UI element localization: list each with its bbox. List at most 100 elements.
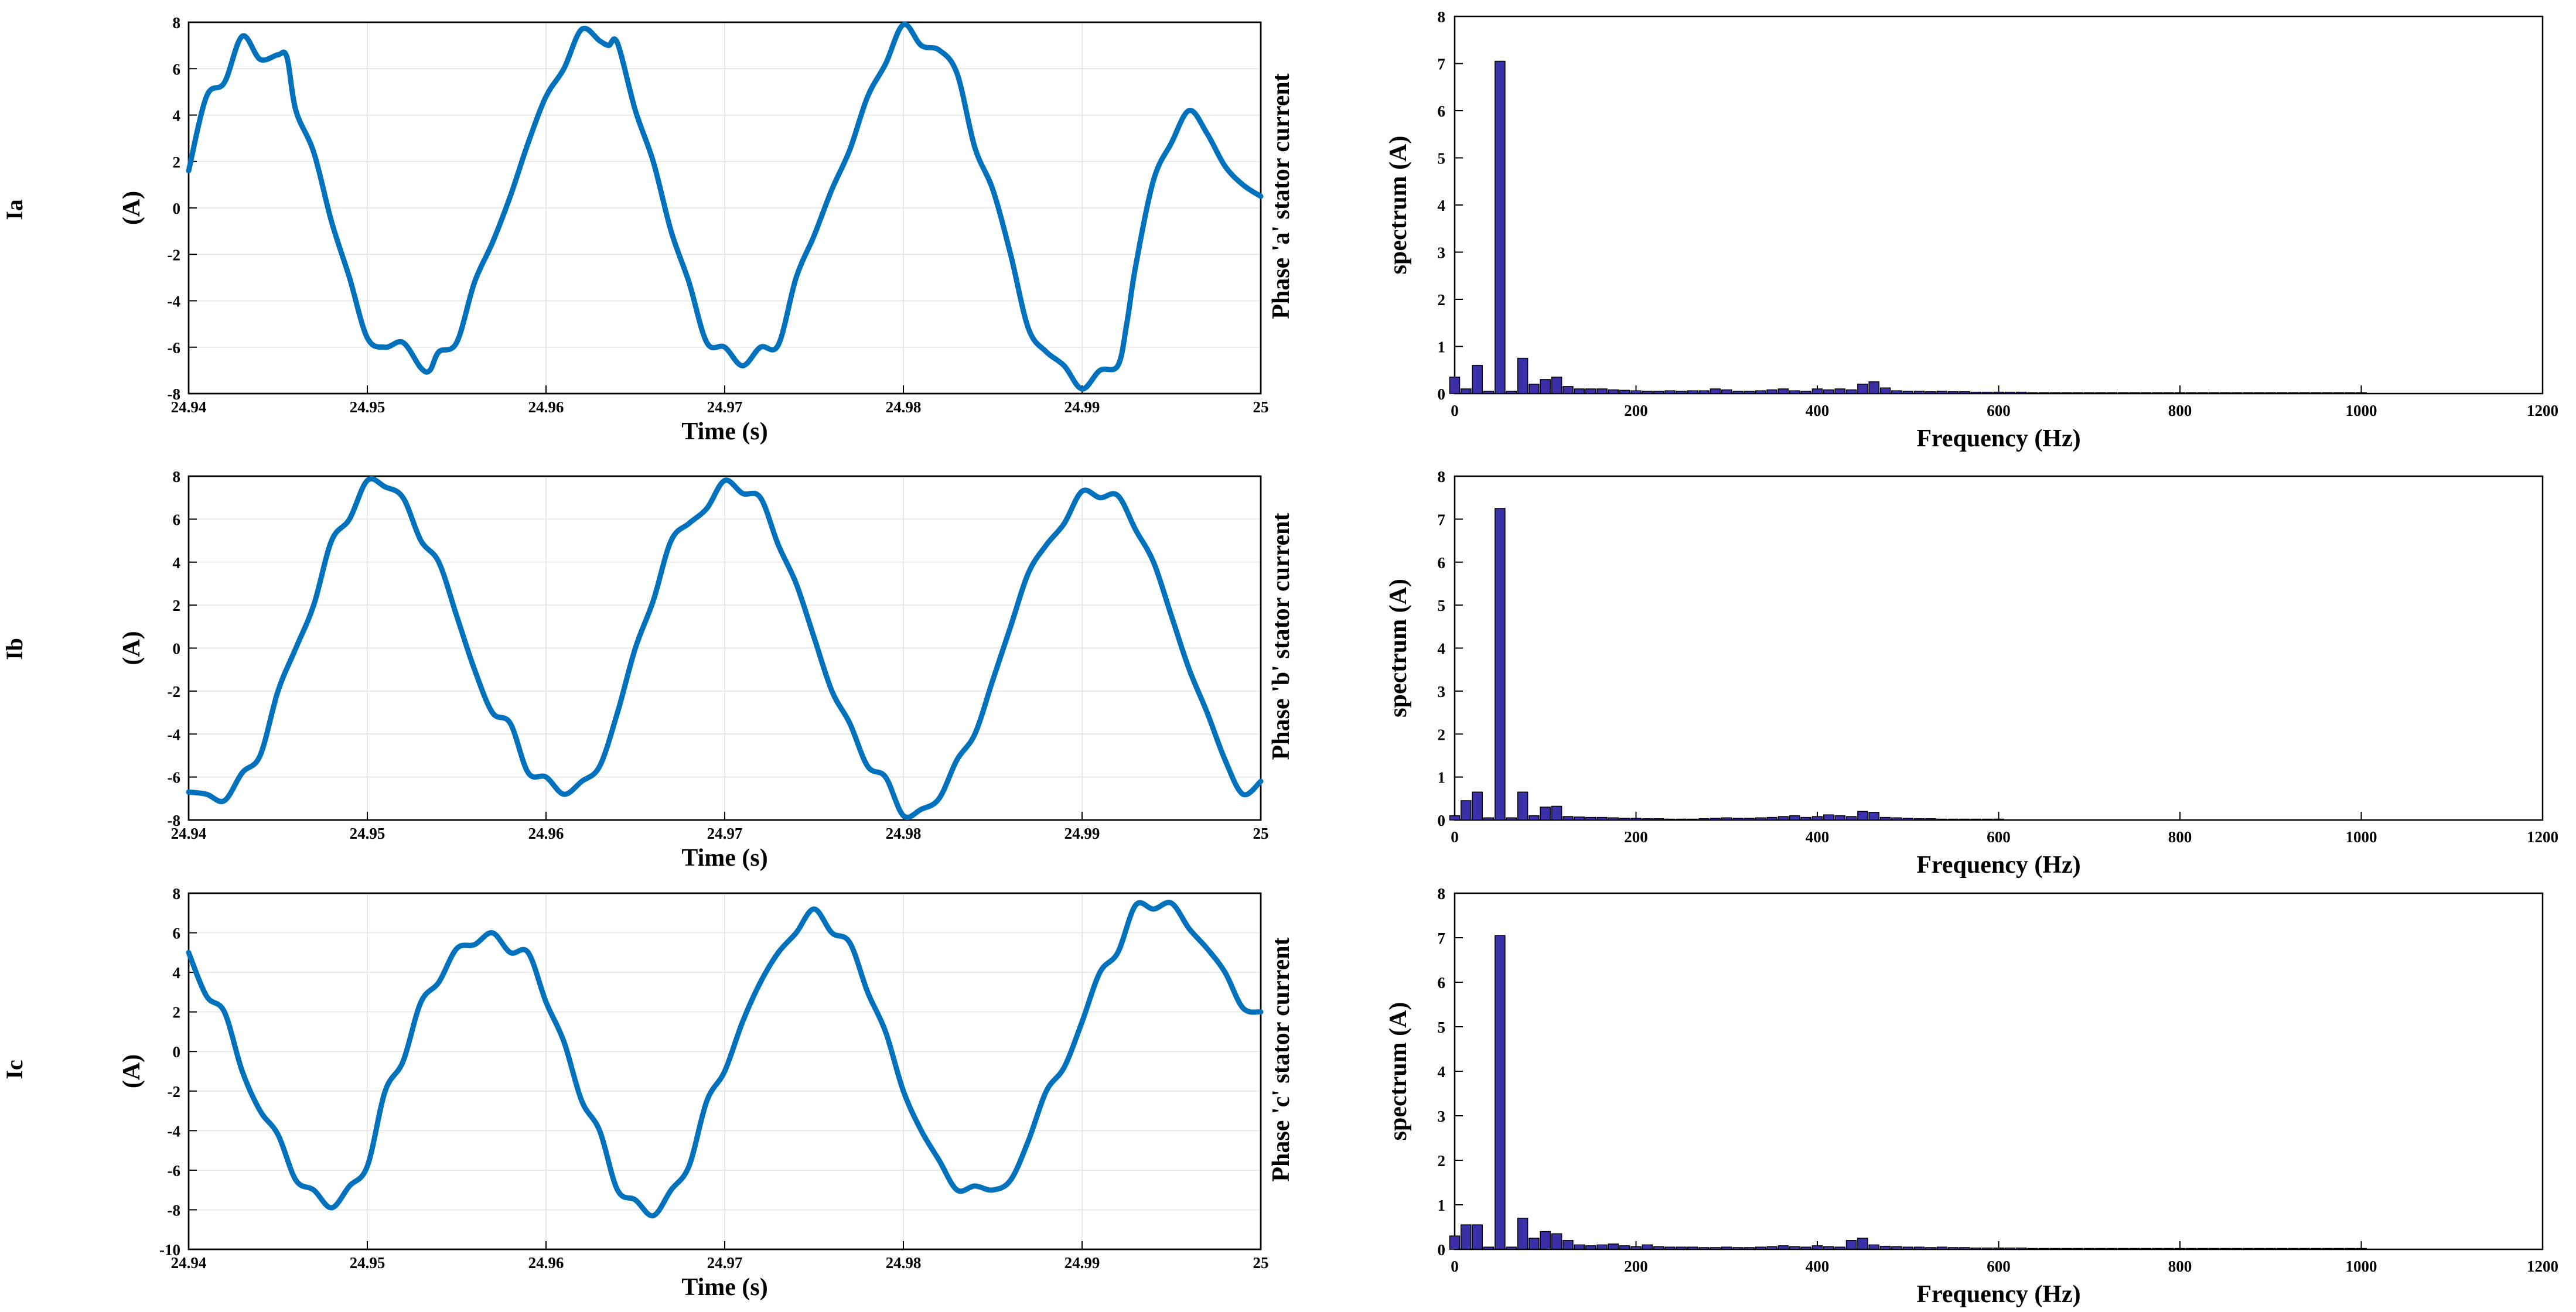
plot-frame — [187, 21, 1262, 395]
spectrum-bar — [1517, 357, 1528, 394]
x-tick-label: 24.97 — [707, 1254, 743, 1272]
spectrum-bar — [1574, 388, 1585, 394]
spectrum-bar — [1619, 1245, 1630, 1250]
x-tick-label: 24.94 — [171, 1254, 207, 1272]
x-tick-label: 24.98 — [886, 825, 922, 842]
spectrum-bar — [1947, 818, 1959, 821]
y-tick-label: 4 — [1438, 197, 1446, 214]
spectrum-bar — [2276, 392, 2288, 394]
phase-label: Phase 'b' stator current — [1268, 513, 1295, 760]
spectrum-bar — [1687, 390, 1698, 394]
spectrum-bar — [2129, 392, 2140, 394]
y-tick-label: 8 — [173, 468, 181, 486]
spectrum-bar — [1959, 1247, 1970, 1250]
spectrum-bar — [1676, 1246, 1687, 1250]
spectrum-bar — [2265, 392, 2276, 394]
spectrum-bar — [1857, 811, 1868, 821]
x-tick-label: 1200 — [2527, 402, 2558, 419]
spectrum-bar — [1698, 390, 1710, 394]
x-tick-label: 400 — [1806, 402, 1830, 419]
spectrum-bar — [1744, 818, 1755, 821]
spectrum-bar — [1585, 816, 1596, 821]
y-tick-label: 6 — [1438, 974, 1446, 992]
y-tick-label: 6 — [173, 60, 181, 78]
x-tick-label: 24.97 — [707, 398, 743, 416]
spectrum-bar — [1755, 1246, 1766, 1250]
spectrum-bar — [2061, 392, 2072, 394]
y-axis-label: (A) — [118, 631, 145, 665]
y-tick-label: 6 — [173, 511, 181, 528]
x-axis-label: Frequency (Hz) — [1916, 425, 2080, 452]
spectrum-bar — [1653, 391, 1664, 394]
spectrum-bar — [1517, 1218, 1528, 1250]
spectrum-bar — [1947, 391, 1959, 394]
spectrum-bar — [1789, 1246, 1800, 1250]
spectrum-bar — [1472, 364, 1483, 394]
spectrum-bar — [1472, 791, 1483, 821]
x-tick-label: 400 — [1806, 1258, 1830, 1275]
spectrum-bar — [2027, 392, 2038, 394]
spectrum-bar — [1925, 391, 1936, 394]
y-tick-label: 7 — [1438, 56, 1446, 73]
y-axis-label: (A) — [118, 191, 145, 225]
spectrum-bar — [1642, 1244, 1653, 1250]
x-tick-label: 24.95 — [350, 1254, 385, 1272]
spectrum-bar — [2197, 392, 2208, 394]
x-axis-label: Time (s) — [681, 418, 767, 445]
spectrum-bar — [1811, 816, 1823, 821]
spectrum-bar — [1528, 1238, 1540, 1250]
spectrum-bar — [2254, 392, 2265, 394]
x-tick-label: 0 — [1451, 402, 1459, 419]
spectrum-bar — [2118, 392, 2129, 394]
spectrum-bar — [1517, 791, 1528, 821]
y-tick-label: 8 — [1438, 468, 1446, 486]
plot-area — [1454, 892, 2544, 1250]
spectrum-bar — [1868, 381, 1879, 394]
spectrum-bar — [1913, 391, 1925, 394]
spectrum-bar — [1562, 816, 1574, 821]
y-tick-label: -2 — [168, 246, 181, 264]
spectrum-bar — [1574, 816, 1585, 821]
spectrum-bar — [1834, 388, 1845, 394]
y-tick-label: 1 — [1438, 1197, 1446, 1214]
x-tick-label: 600 — [1987, 1258, 2011, 1275]
spectrum-bar — [1834, 815, 1845, 821]
x-tick-label: 1000 — [2346, 402, 2377, 419]
spectrum-bar — [1993, 391, 2004, 394]
x-tick-label: 1000 — [2346, 1258, 2377, 1275]
y-tick-label: -4 — [168, 1122, 181, 1140]
spectrum-bar — [2299, 1248, 2311, 1250]
spectrum-bar — [2049, 1248, 2061, 1250]
row-label: Ia — [1, 199, 28, 220]
spectrum-bar — [1857, 384, 1868, 394]
spectrum-bar — [1789, 815, 1800, 821]
spectrum-bar — [2242, 392, 2254, 394]
spectrum-bar — [1834, 1246, 1845, 1250]
spectrum-bar — [1811, 388, 1823, 394]
spectrum-bar — [1630, 390, 1642, 394]
spectrum-bar — [2231, 392, 2242, 394]
spectrum-bar — [2310, 392, 2322, 394]
x-tick-label: 200 — [1624, 1258, 1648, 1275]
x-tick-label: 25 — [1253, 825, 1269, 842]
x-tick-label: 0 — [1451, 828, 1459, 846]
spectrum-bar — [1981, 818, 1993, 821]
x-tick-label: 1000 — [2346, 828, 2377, 846]
spectrum-bar — [2106, 1248, 2118, 1250]
spectrum-bar — [2265, 1248, 2276, 1250]
spectrum-bar — [1687, 818, 1698, 821]
y-tick-label: 8 — [1438, 8, 1446, 26]
spectrum-bar — [2322, 1248, 2333, 1250]
spectrum-bar — [1528, 384, 1540, 394]
x-tick-label: 24.98 — [886, 1254, 922, 1272]
spectrum-bar — [1868, 812, 1879, 821]
spectrum-bar — [1449, 377, 1461, 394]
spectrum-bar — [1744, 391, 1755, 394]
phase-label: Phase 'a' stator current — [1268, 73, 1295, 319]
spectrum-bar — [1732, 1247, 1744, 1250]
spectrum-bar — [1710, 1247, 1721, 1250]
spectrum-bar — [2072, 1248, 2084, 1250]
y-tick-label: -6 — [168, 339, 181, 357]
x-tick-label: 800 — [2168, 1258, 2192, 1275]
spectrum-bar — [2322, 392, 2333, 394]
